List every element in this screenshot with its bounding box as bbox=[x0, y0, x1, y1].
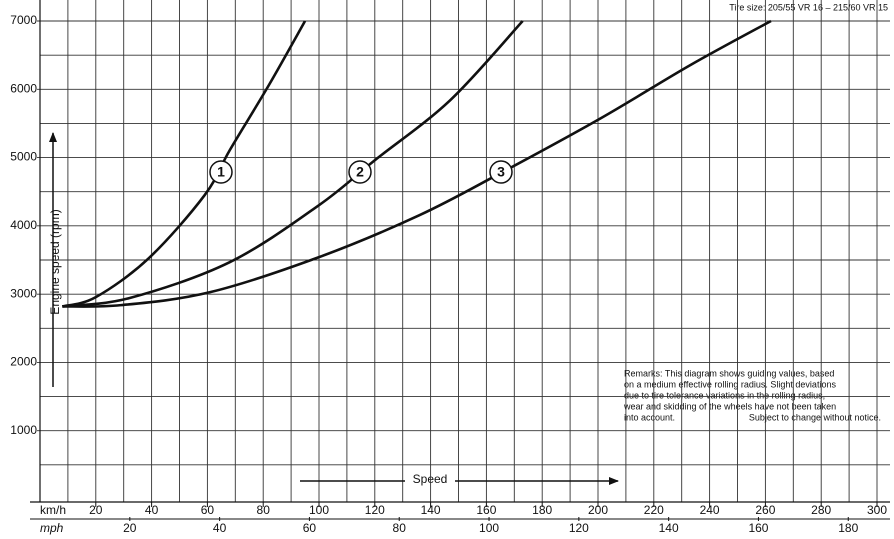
x-tick-label: 240 bbox=[700, 503, 720, 517]
y-tick-label: 4000 bbox=[10, 218, 37, 232]
curve bbox=[62, 20, 524, 308]
curve-label: 1 bbox=[217, 164, 225, 180]
chart-title: Tire size: 205/55 VR 16 – 215/60 VR 15 bbox=[729, 2, 888, 12]
y-tick-label: 6000 bbox=[10, 81, 37, 95]
x-tick-label: 260 bbox=[755, 503, 775, 517]
curve-label-circle bbox=[348, 160, 372, 184]
y-tick-label: 5000 bbox=[10, 150, 37, 164]
x2-tick-label: 80 bbox=[393, 521, 407, 535]
curve-label-circle bbox=[489, 160, 513, 184]
y-axis-label: Engine speed (rpm) bbox=[48, 209, 62, 314]
x2-tick-label: 160 bbox=[748, 521, 768, 535]
curve-label: 2 bbox=[356, 164, 364, 180]
x-tick-label: 160 bbox=[476, 503, 496, 517]
y-tick-label: 7000 bbox=[10, 13, 37, 27]
curve-label: 3 bbox=[497, 164, 505, 180]
curve bbox=[62, 19, 772, 308]
x-tick-label: 120 bbox=[365, 503, 385, 517]
x2-tick-label: 60 bbox=[303, 521, 317, 535]
remarks-line: on a medium effective rolling radius. Sl… bbox=[624, 379, 836, 389]
x-tick-label: 220 bbox=[644, 503, 664, 517]
x-tick-label: 60 bbox=[201, 503, 215, 517]
x-tick-label: 100 bbox=[309, 503, 329, 517]
remarks-line: into account. bbox=[624, 412, 675, 422]
x2-tick-label: 140 bbox=[659, 521, 679, 535]
remarks: Remarks: This diagram shows guiding valu… bbox=[620, 366, 882, 424]
x-tick-label: 300 bbox=[867, 503, 887, 517]
x-tick-label: 40 bbox=[145, 503, 159, 517]
remarks-note: Subject to change without notice. bbox=[749, 412, 881, 422]
y-tick-label: 3000 bbox=[10, 286, 37, 300]
x-tick-label: 80 bbox=[257, 503, 271, 517]
remarks-line: wear and skidding of the wheels have not… bbox=[623, 401, 836, 411]
x2-tick-label: 40 bbox=[213, 521, 227, 535]
x-tick-label: 280 bbox=[811, 503, 831, 517]
x2-tick-label: 180 bbox=[838, 521, 858, 535]
x-tick-label: 180 bbox=[532, 503, 552, 517]
x2-tick-label: 20 bbox=[123, 521, 137, 535]
x-tick-label: 20 bbox=[89, 503, 103, 517]
remarks-line: Remarks: This diagram shows guiding valu… bbox=[624, 368, 834, 378]
remarks-line: due to tire tolerance variations in the … bbox=[624, 390, 825, 400]
x-tick-label: 140 bbox=[421, 503, 441, 517]
x2-tick-label: 120 bbox=[569, 521, 589, 535]
curve-label-circle bbox=[209, 160, 233, 184]
x-tick-label: 200 bbox=[588, 503, 608, 517]
x-axis-label: Speed bbox=[413, 472, 448, 486]
remarks-bg bbox=[620, 366, 882, 424]
y-tick-label: 1000 bbox=[10, 423, 37, 437]
x2-unit: mph bbox=[40, 521, 64, 535]
x2-tick-label: 100 bbox=[479, 521, 499, 535]
x-unit: km/h bbox=[40, 503, 66, 517]
curve bbox=[61, 20, 307, 308]
y-tick-label: 2000 bbox=[10, 355, 37, 369]
